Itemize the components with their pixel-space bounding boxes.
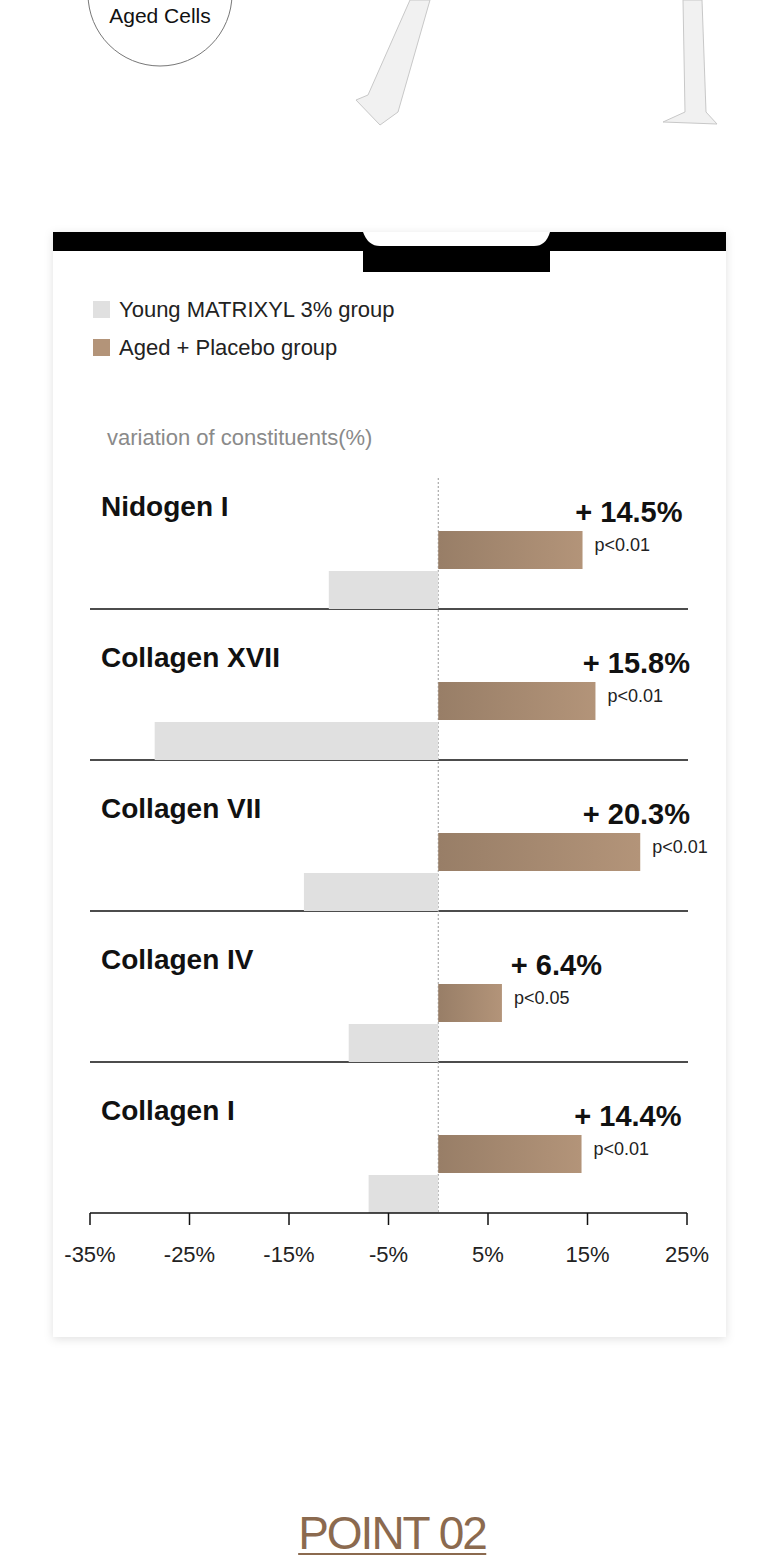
card <box>53 232 726 1337</box>
legend-swatch <box>93 301 110 318</box>
p-value: p<0.01 <box>607 686 663 706</box>
bar <box>349 1024 439 1062</box>
pipette <box>356 0 430 125</box>
category-label: Nidogen I <box>101 491 229 522</box>
tick <box>288 1213 290 1225</box>
tick <box>587 1213 589 1225</box>
bar <box>155 722 439 760</box>
bar <box>438 531 582 569</box>
tick-label: -25% <box>164 1242 215 1267</box>
tick-label: -35% <box>64 1242 115 1267</box>
p-value: p<0.01 <box>652 837 708 857</box>
bar <box>438 682 595 720</box>
category-label: Collagen VII <box>101 793 261 824</box>
data-label: + 15.8% <box>583 647 690 679</box>
p-value: p<0.01 <box>594 1139 650 1159</box>
tick <box>686 1213 688 1225</box>
data-labels: + 14.5% p<0.01 + 15.8% p<0.01 + 20.3% p<0.01 +… <box>511 496 708 1159</box>
card-clip-notch <box>363 232 550 246</box>
tick-label: 5% <box>472 1242 504 1267</box>
category-label: Collagen I <box>101 1095 235 1126</box>
p-value: p<0.05 <box>514 988 570 1008</box>
footer-title: POINT 02 <box>298 1507 486 1559</box>
footer-underline <box>298 1553 486 1555</box>
x-axis: -35% -25% -15% -5% 5% 15% 25% <box>64 1213 709 1267</box>
page: Aged Cells Young MATRIXYL 3% group Aged + … <box>0 0 780 1560</box>
top-label: Aged Cells <box>109 4 211 27</box>
data-label: + 20.3% <box>583 798 690 830</box>
bar <box>438 1135 581 1173</box>
category-label: Collagen IV <box>101 944 254 975</box>
data-label: + 14.5% <box>575 496 682 528</box>
bar <box>438 984 502 1022</box>
bars <box>155 531 641 1213</box>
tick-label: -15% <box>263 1242 314 1267</box>
bar <box>304 873 438 911</box>
pipettes <box>356 0 717 125</box>
tick-label: -5% <box>369 1242 408 1267</box>
tick <box>189 1213 191 1225</box>
data-label: + 14.4% <box>574 1100 681 1132</box>
legend: Young MATRIXYL 3% group Aged + Placebo gr… <box>93 297 395 360</box>
legend-swatch <box>93 339 110 356</box>
tick-label: 15% <box>565 1242 609 1267</box>
tick <box>388 1213 390 1225</box>
p-value: p<0.01 <box>595 535 651 555</box>
legend-label: Young MATRIXYL 3% group <box>119 297 395 322</box>
tick <box>487 1213 489 1225</box>
tick-label: 25% <box>665 1242 709 1267</box>
tick <box>89 1213 91 1225</box>
data-label: + 6.4% <box>511 949 602 981</box>
legend-label: Aged + Placebo group <box>119 335 337 360</box>
card-top-bar <box>53 232 726 272</box>
pipette <box>663 0 717 124</box>
bar <box>369 1175 439 1213</box>
cell-circle <box>88 0 232 66</box>
category-label: Collagen XVII <box>101 642 280 673</box>
subtitle: variation of constituents(%) <box>107 425 372 450</box>
bar <box>438 833 640 871</box>
bar <box>329 571 438 609</box>
card-clip <box>363 232 550 272</box>
